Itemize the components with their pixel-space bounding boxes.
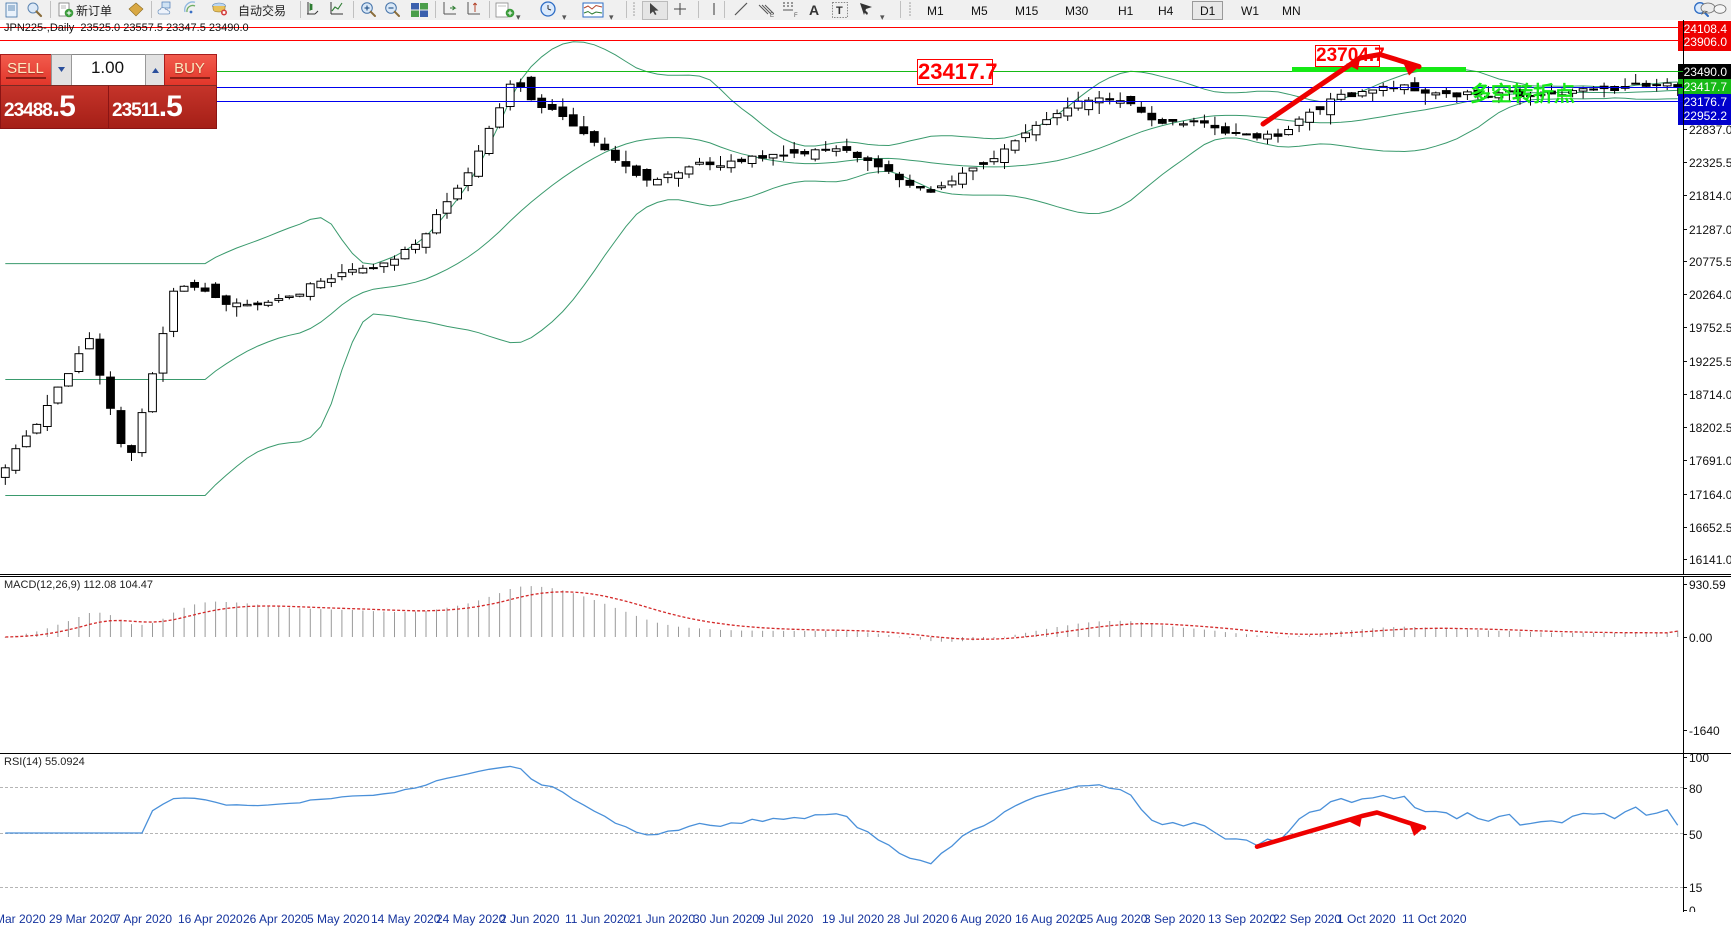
svg-text:A: A [809,2,819,18]
svg-text:E: E [770,13,774,18]
svg-text:T: T [836,5,843,17]
svg-text:F: F [794,13,798,18]
